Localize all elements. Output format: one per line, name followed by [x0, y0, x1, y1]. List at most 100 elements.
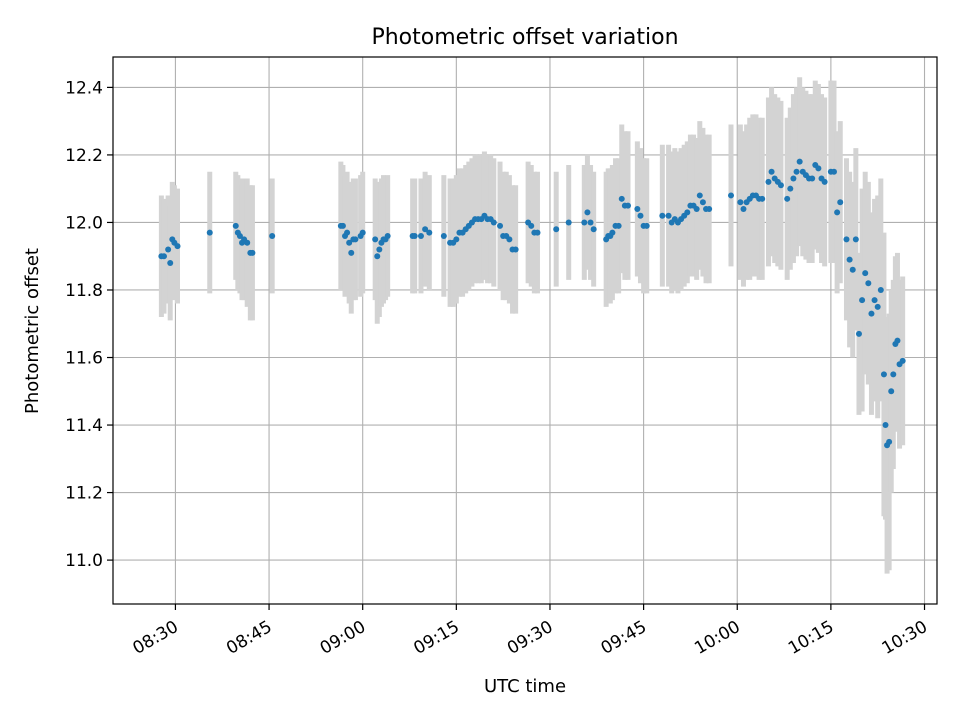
error-bars: [158, 77, 906, 574]
data-point: [422, 226, 429, 233]
data-point: [643, 222, 650, 229]
data-point: [777, 182, 784, 189]
data-point: [372, 236, 379, 243]
data-point: [206, 229, 213, 236]
data-point: [759, 195, 766, 202]
data-point: [865, 280, 872, 287]
data-point: [868, 310, 875, 317]
data-point: [874, 303, 881, 310]
chart-title: Photometric offset variation: [371, 25, 678, 50]
data-point: [269, 232, 276, 239]
data-point: [376, 246, 383, 253]
data-point: [684, 209, 691, 216]
data-point: [615, 222, 622, 229]
data-point: [490, 219, 497, 226]
data-point: [837, 199, 844, 206]
data-point: [787, 185, 794, 192]
data-point: [880, 371, 887, 378]
data-point: [236, 232, 243, 239]
data-point: [855, 330, 862, 337]
data-point: [846, 256, 853, 263]
data-point: [165, 246, 172, 253]
y-axis-label: Photometric offset: [22, 248, 43, 414]
y-tick-label: 11.8: [65, 281, 103, 301]
x-tick-label: 10:30: [879, 617, 931, 659]
data-point: [609, 229, 616, 236]
data-point: [699, 199, 706, 206]
data-point: [821, 178, 828, 185]
data-point: [160, 253, 167, 260]
data-point: [174, 243, 181, 250]
y-tick-label: 12.2: [65, 146, 103, 166]
data-point: [512, 246, 519, 253]
data-point: [346, 239, 353, 246]
data-point: [862, 270, 869, 277]
x-axis-ticks: 08:30 08:45 09:00 09:15 09:30 09:45 10:00 10:15…: [129, 604, 931, 659]
data-point: [706, 205, 713, 212]
data-points: [158, 158, 906, 449]
x-tick-label: 09:00: [317, 617, 369, 659]
plot-frame: [112, 56, 938, 605]
x-axis-label: UTC time: [484, 676, 566, 697]
data-point: [553, 226, 560, 233]
data-point: [784, 195, 791, 202]
data-point: [834, 209, 841, 216]
data-point: [765, 178, 772, 185]
x-tick-label: 10:00: [691, 617, 743, 659]
x-tick-label: 10:15: [785, 617, 837, 659]
data-point: [534, 229, 541, 236]
data-point: [882, 422, 889, 429]
data-point: [637, 212, 644, 219]
data-point: [590, 226, 597, 233]
data-point: [886, 438, 893, 445]
data-point: [565, 219, 572, 226]
data-point: [890, 371, 897, 378]
grid: [113, 57, 937, 604]
data-point: [696, 192, 703, 199]
data-point: [852, 236, 859, 243]
data-point: [618, 195, 625, 202]
y-tick-label: 12.4: [65, 78, 103, 98]
data-point: [584, 209, 591, 216]
data-point: [587, 219, 594, 226]
y-tick-label: 11.6: [65, 349, 103, 369]
data-point: [528, 222, 535, 229]
data-point: [831, 168, 837, 175]
data-point: [899, 357, 906, 364]
x-tick-label: 09:30: [504, 617, 556, 659]
data-point: [768, 168, 775, 175]
data-point: [659, 212, 666, 219]
y-tick-label: 11.0: [65, 551, 103, 571]
data-point: [693, 205, 700, 212]
data-point: [352, 236, 359, 243]
data-point: [894, 337, 901, 344]
data-point: [506, 236, 513, 243]
data-point: [737, 199, 744, 206]
x-tick-label: 08:30: [129, 617, 181, 659]
data-point: [411, 232, 418, 239]
data-point: [634, 205, 641, 212]
data-point: [849, 266, 856, 273]
x-tick-label: 09:15: [410, 617, 462, 659]
data-point: [384, 232, 391, 239]
x-tick-label: 08:45: [223, 617, 275, 659]
y-tick-label: 12.0: [65, 213, 103, 233]
data-point: [796, 158, 803, 165]
data-point: [359, 229, 366, 236]
data-point: [809, 175, 816, 182]
y-tick-label: 11.2: [65, 484, 103, 504]
data-point: [815, 165, 822, 172]
data-point: [232, 222, 239, 229]
y-axis-ticks: 11.0 11.2 11.4 11.6 11.8 12.0 12.2 12.4: [65, 78, 113, 571]
data-point: [374, 253, 381, 260]
data-point: [417, 232, 424, 239]
data-point: [625, 202, 631, 209]
data-point: [348, 249, 355, 256]
data-point: [426, 229, 433, 236]
data-point: [843, 236, 850, 243]
data-point: [728, 192, 734, 199]
data-point: [244, 239, 251, 246]
data-point: [344, 229, 351, 236]
data-point: [793, 168, 800, 175]
